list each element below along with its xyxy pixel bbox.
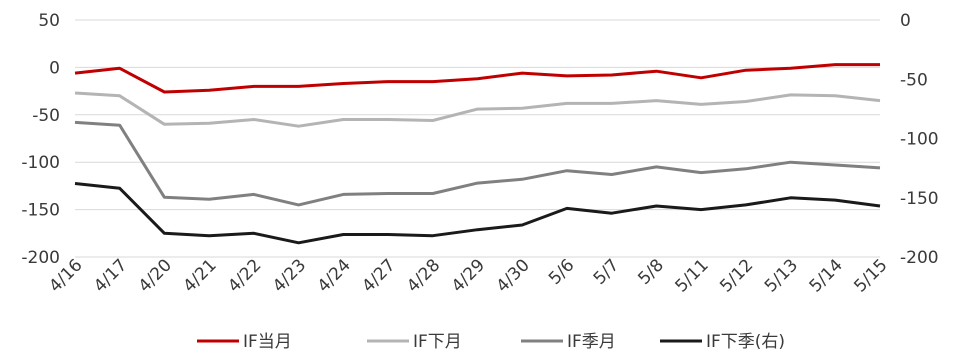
x-tick-label: 4/17 [90, 255, 131, 296]
x-tick-label: 4/29 [448, 255, 489, 296]
legend: IF当月 IF下月 IF季月 IF下季(右) [197, 332, 785, 352]
x-tick-label: 5/14 [806, 255, 847, 296]
x-tick-label: 4/27 [358, 255, 399, 296]
legend-label: IF下季(右) [706, 332, 785, 352]
series-line-2 [74, 91, 881, 128]
y-left-tick-label: -50 [32, 106, 60, 126]
x-tick-label: 5/7 [590, 255, 623, 288]
x-tick-label: 4/20 [135, 255, 176, 296]
legend-label: IF当月 [243, 332, 292, 352]
y-left-tick-label: -100 [21, 153, 60, 173]
x-tick-label: 4/24 [314, 255, 355, 296]
series-line-3 [74, 120, 881, 207]
x-tick-label: 4/21 [180, 255, 221, 296]
gridlines [75, 19, 880, 258]
y-left-tick-label: 0 [49, 58, 60, 78]
legend-label: IF季月 [567, 332, 616, 352]
y-right-tick-label: -100 [900, 130, 939, 150]
x-tick-label: 5/13 [761, 255, 802, 296]
y-right-tick-label: 0 [900, 11, 911, 31]
x-tick-label: 4/22 [224, 255, 265, 296]
right-y-axis: 0 -50 -100 -150 -200 [900, 11, 939, 268]
series-line-4 [74, 182, 881, 245]
y-left-tick-label: 50 [38, 11, 60, 31]
x-tick-label: 5/6 [545, 255, 578, 288]
x-tick-label: 4/23 [269, 255, 310, 296]
left-y-axis: 50 0 -50 -100 -150 -200 [21, 11, 60, 268]
series-line-1 [74, 63, 880, 94]
x-axis: 4/16 4/17 4/20 4/21 4/22 4/23 4/24 4/27 4/28 4/29… [45, 255, 891, 296]
x-tick-label: 4/30 [493, 255, 534, 296]
y-left-tick-label: -200 [21, 248, 60, 268]
series-lines [74, 63, 881, 245]
x-tick-label: 5/8 [634, 255, 667, 288]
x-tick-label: 5/12 [716, 255, 757, 296]
y-right-tick-label: -200 [900, 248, 939, 268]
x-tick-label: 4/28 [403, 255, 444, 296]
legend-label: IF下月 [413, 332, 462, 352]
x-tick-label: 5/11 [672, 255, 713, 296]
y-right-tick-label: -50 [900, 70, 928, 90]
y-left-tick-label: -150 [21, 201, 60, 221]
y-right-tick-label: -150 [900, 189, 939, 209]
x-tick-label: 5/15 [850, 255, 891, 296]
